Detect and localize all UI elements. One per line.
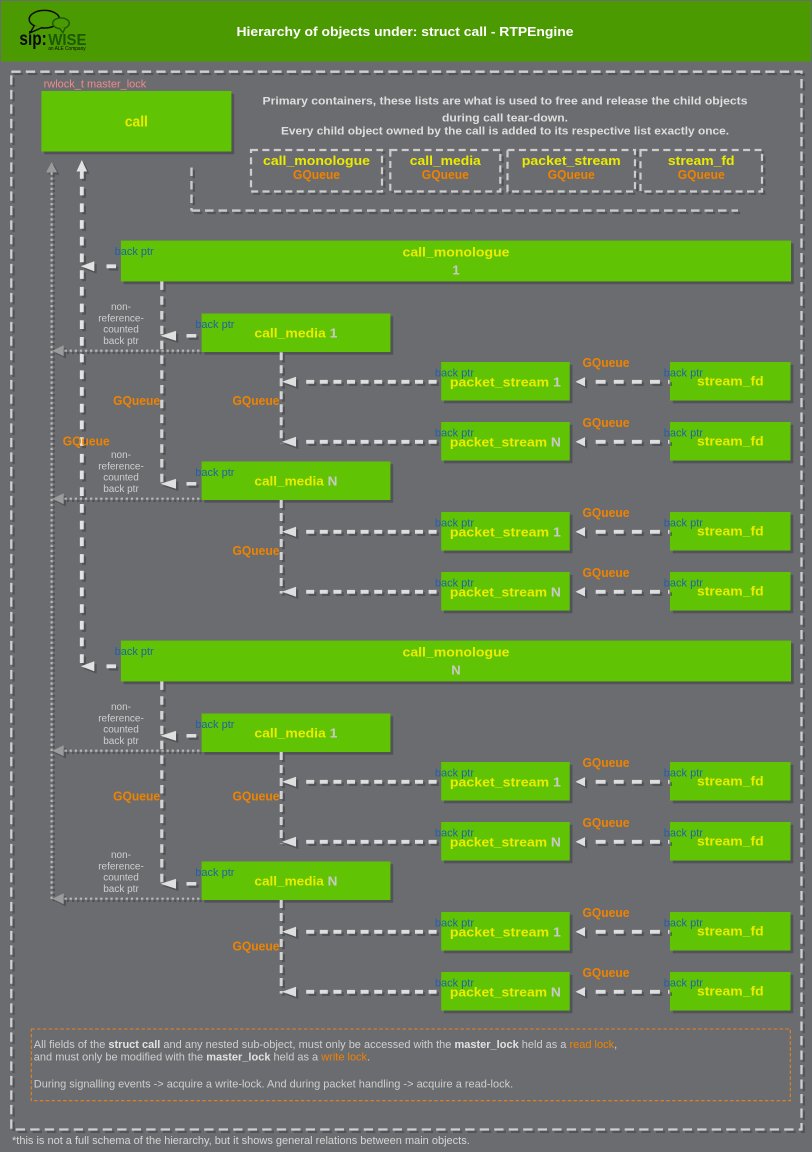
svg-text:packet_stream N: packet_stream N [450,434,561,449]
svg-text:back ptr: back ptr [195,319,234,331]
svg-text:back ptr: back ptr [103,736,139,747]
svg-text:stream_fd: stream_fd [697,434,764,449]
svg-text:Primary containers, these list: Primary containers, these lists are what… [263,96,748,108]
svg-text:back ptr: back ptr [664,828,703,840]
svg-text:back ptr: back ptr [664,768,703,780]
svg-text:packet_stream 1: packet_stream 1 [450,524,561,539]
svg-text:packet_stream 1: packet_stream 1 [450,374,561,389]
svg-text:GQueue: GQueue [548,167,595,182]
svg-text:call_media: call_media [410,153,482,168]
svg-text:non-: non- [111,450,131,461]
svg-text:stream_fd: stream_fd [697,924,764,939]
svg-text:packet_stream N: packet_stream N [450,984,561,999]
svg-text:WISE: WISE [48,32,86,49]
svg-text:back ptr: back ptr [435,918,474,930]
svg-text:call_monologue: call_monologue [403,244,510,259]
svg-text:and must only be modified with: and must only be modified with the maste… [34,1052,370,1064]
svg-text:packet_stream 1: packet_stream 1 [450,924,561,939]
svg-text:counted: counted [103,873,139,884]
svg-text:GQueue: GQueue [583,355,630,370]
svg-text:GQueue: GQueue [233,543,280,558]
svg-text:reference-: reference- [98,461,144,472]
svg-text:call_monologue: call_monologue [403,644,510,659]
svg-text:packet_stream N: packet_stream N [450,834,561,849]
svg-text:back ptr: back ptr [195,867,234,879]
svg-text:back ptr: back ptr [115,646,154,658]
svg-text:back ptr: back ptr [664,578,703,590]
svg-text:N: N [451,663,460,678]
svg-text:back ptr: back ptr [435,978,474,990]
svg-text:Every child object owned by th: Every child object owned by the call is … [281,126,729,138]
svg-text:reference-: reference- [98,313,144,324]
svg-text:GQueue: GQueue [678,167,725,182]
svg-text:call_monologue: call_monologue [263,153,370,168]
svg-text:back ptr: back ptr [664,918,703,930]
svg-text:1: 1 [452,263,459,278]
svg-text:GQueue: GQueue [233,393,280,408]
svg-text:call_media N: call_media N [254,873,337,888]
svg-text:call_media 1: call_media 1 [254,725,337,740]
svg-text:stream_fd: stream_fd [697,834,764,849]
svg-text:counted: counted [103,325,139,336]
svg-text:*this is not a full schema of: *this is not a full schema of the hierar… [12,1135,470,1147]
svg-text:during call tear-down.: during call tear-down. [442,112,568,124]
svg-text:packet_stream 1: packet_stream 1 [450,774,561,789]
svg-text:GQueue: GQueue [422,167,469,182]
svg-text:non-: non- [111,850,131,861]
svg-text:stream_fd: stream_fd [668,153,735,168]
svg-text:reference-: reference- [98,861,144,872]
svg-text:back ptr: back ptr [435,578,474,590]
svg-text:stream_fd: stream_fd [697,524,764,539]
svg-text:GQueue: GQueue [583,965,630,980]
svg-text:GQueue: GQueue [113,788,160,803]
svg-text:stream_fd: stream_fd [697,584,764,599]
svg-text:stream_fd: stream_fd [697,774,764,789]
svg-text:GQueue: GQueue [583,565,630,580]
svg-text:back ptr: back ptr [435,768,474,780]
svg-text:back ptr: back ptr [664,368,703,380]
svg-text:GQueue: GQueue [233,938,280,953]
svg-text:back ptr: back ptr [664,518,703,530]
svg-text:back ptr: back ptr [435,828,474,840]
svg-text:GQueue: GQueue [583,815,630,830]
svg-text:During signalling events -> ac: During signalling events -> acquire a wr… [34,1078,513,1090]
svg-text:back ptr: back ptr [195,719,234,731]
svg-text:reference-: reference- [98,713,144,724]
svg-text:stream_fd: stream_fd [697,374,764,389]
svg-text:rwlock_t master_lock: rwlock_t master_lock [44,79,147,91]
svg-text:counted: counted [103,725,139,736]
svg-text:back ptr: back ptr [435,368,474,380]
svg-text:GQueue: GQueue [293,167,340,182]
svg-text:non-: non- [111,702,131,713]
svg-text:GQueue: GQueue [233,788,280,803]
svg-text:sip:: sip: [19,29,46,50]
svg-text:back ptr: back ptr [103,484,139,495]
svg-text:back ptr: back ptr [435,518,474,530]
svg-text:back ptr: back ptr [195,467,234,479]
svg-text:call_media N: call_media N [254,473,337,488]
svg-text:back ptr: back ptr [664,978,703,990]
svg-text:an ALE Company: an ALE Company [48,46,86,52]
svg-text:back ptr: back ptr [664,428,703,440]
svg-text:call_media 1: call_media 1 [254,325,337,340]
svg-text:counted: counted [103,473,139,484]
svg-text:GQueue: GQueue [63,434,110,449]
svg-text:GQueue: GQueue [583,505,630,520]
svg-text:non-: non- [111,302,131,313]
svg-text:packet_stream N: packet_stream N [450,584,561,599]
svg-text:Hierarchy of objects under: st: Hierarchy of objects under: struct call … [237,24,574,39]
svg-text:GQueue: GQueue [583,905,630,920]
svg-text:stream_fd: stream_fd [697,984,764,999]
svg-text:back ptr: back ptr [115,246,154,258]
svg-text:call: call [125,114,148,131]
svg-text:GQueue: GQueue [583,415,630,430]
svg-text:back ptr: back ptr [103,336,139,347]
svg-text:All fields of the struct call: All fields of the struct call and any ne… [34,1039,617,1051]
svg-text:back ptr: back ptr [435,428,474,440]
svg-text:back ptr: back ptr [103,884,139,895]
svg-text:packet_stream: packet_stream [522,153,621,168]
svg-text:GQueue: GQueue [113,393,160,408]
svg-text:GQueue: GQueue [583,755,630,770]
